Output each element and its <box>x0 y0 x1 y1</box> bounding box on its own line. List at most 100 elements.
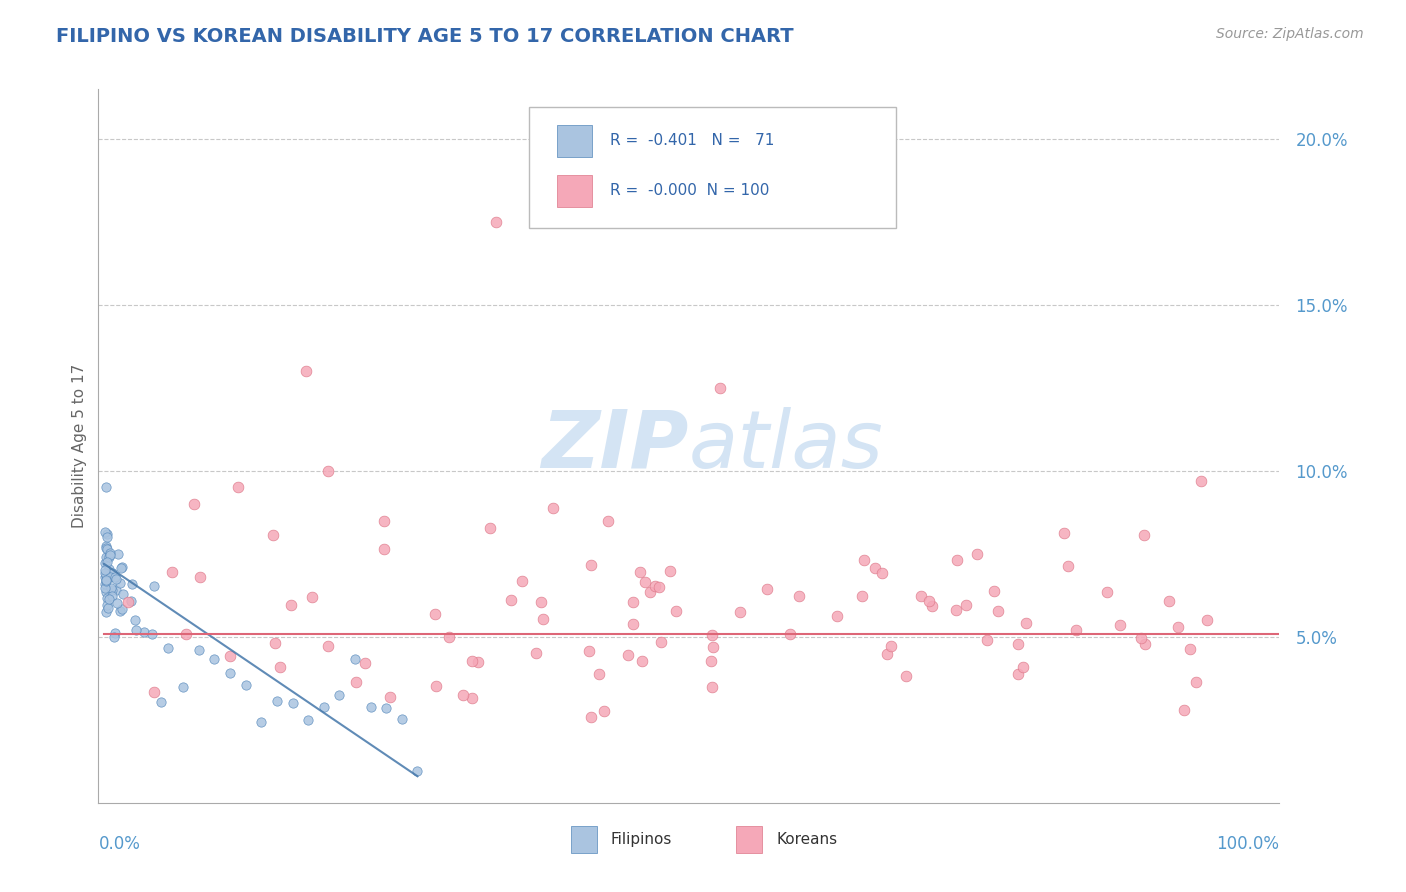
Point <box>120 594 142 608</box>
Point <box>1064 623 1087 637</box>
Point <box>894 669 917 683</box>
Point <box>269 659 291 673</box>
Point <box>945 603 967 617</box>
Point <box>121 577 143 591</box>
Point <box>111 560 134 574</box>
Point <box>264 636 287 650</box>
Point <box>281 697 304 711</box>
Point <box>485 215 508 229</box>
Point <box>921 599 943 614</box>
Point <box>104 570 127 584</box>
Point <box>93 576 115 591</box>
Point <box>160 566 183 580</box>
Point <box>373 542 395 557</box>
Point <box>391 712 413 726</box>
Text: Koreans: Koreans <box>776 831 838 847</box>
Text: R =  -0.401   N =   71: R = -0.401 N = 71 <box>610 134 775 148</box>
Point <box>94 541 117 556</box>
Point <box>617 648 640 662</box>
Point <box>101 566 124 580</box>
Point <box>700 654 723 668</box>
Point <box>219 665 242 680</box>
Point <box>876 647 898 661</box>
Point <box>105 572 128 586</box>
Point <box>1157 593 1180 607</box>
Point <box>98 570 121 584</box>
Point <box>579 710 602 724</box>
Point <box>141 627 163 641</box>
Point <box>108 604 131 618</box>
Text: R =  -0.000  N = 100: R = -0.000 N = 100 <box>610 184 769 198</box>
Point <box>96 530 118 544</box>
Point <box>143 685 166 699</box>
Point <box>375 701 398 715</box>
Point <box>188 570 211 584</box>
Point <box>1011 660 1033 674</box>
Text: Source: ZipAtlas.com: Source: ZipAtlas.com <box>1216 27 1364 41</box>
Point <box>634 575 657 590</box>
Point <box>596 514 619 528</box>
Point <box>112 587 135 601</box>
Point <box>1133 527 1156 541</box>
Point <box>187 642 209 657</box>
Point <box>110 561 132 575</box>
Point <box>1007 666 1029 681</box>
Point <box>94 574 117 588</box>
Point <box>360 700 382 714</box>
Point <box>104 583 127 598</box>
Point <box>94 605 117 619</box>
Point <box>406 764 429 778</box>
Point <box>825 608 848 623</box>
Point <box>312 699 335 714</box>
Point <box>461 690 484 705</box>
Point <box>1133 637 1156 651</box>
Point <box>910 589 932 603</box>
Point <box>228 481 250 495</box>
Point <box>124 613 146 627</box>
Point <box>98 592 121 607</box>
FancyBboxPatch shape <box>557 175 592 207</box>
FancyBboxPatch shape <box>530 107 896 228</box>
Point <box>592 705 614 719</box>
Point <box>702 640 724 654</box>
Point <box>851 589 873 603</box>
Point <box>142 579 165 593</box>
Point <box>870 566 893 580</box>
Point <box>98 549 121 563</box>
Point <box>250 715 273 730</box>
Point <box>93 556 115 570</box>
Point <box>280 599 302 613</box>
Point <box>96 542 118 557</box>
Point <box>1130 632 1153 646</box>
Point <box>499 592 522 607</box>
Point <box>97 601 120 615</box>
Point <box>1095 585 1118 599</box>
Point <box>297 713 319 727</box>
Point <box>659 565 682 579</box>
Point <box>343 652 366 666</box>
Point <box>262 528 284 542</box>
Point <box>101 583 124 598</box>
Point <box>149 695 172 709</box>
Point <box>97 550 120 565</box>
Point <box>946 553 969 567</box>
Point <box>156 641 179 656</box>
Point <box>1007 637 1029 651</box>
Point <box>579 558 602 572</box>
Point <box>467 656 489 670</box>
Point <box>530 595 553 609</box>
Point <box>1173 702 1195 716</box>
Point <box>117 595 139 609</box>
Point <box>451 688 474 702</box>
Text: atlas: atlas <box>689 407 884 485</box>
Point <box>621 617 644 632</box>
Point <box>425 607 447 621</box>
Point <box>631 654 654 668</box>
Point <box>730 606 752 620</box>
Point <box>183 497 205 511</box>
Point <box>266 694 288 708</box>
Point <box>328 688 350 702</box>
Point <box>316 464 339 478</box>
Point <box>700 680 723 694</box>
Point <box>756 582 779 596</box>
